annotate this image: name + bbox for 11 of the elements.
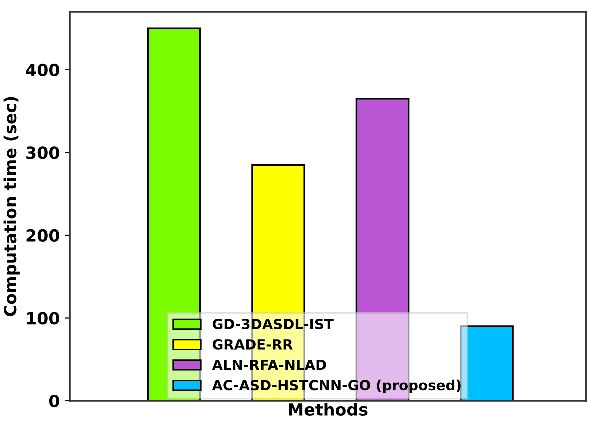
legend-label: AC-ASD-HSTCNN-GO (proposed) (212, 380, 461, 394)
y-axis-title: Computation time (sec) (4, 97, 20, 316)
y-tick-label: 0 (49, 394, 60, 408)
x-axis-title: Methods (289, 403, 368, 416)
y-tick-label: 300 (26, 146, 60, 160)
legend-label: GD-3DASDL-IST (212, 319, 334, 330)
y-tick-label: 100 (27, 312, 60, 325)
legend-label: GRADE-RR (212, 339, 293, 350)
y-tick-label: 200 (26, 229, 60, 242)
legend-label: ALN-RFA-NLAD (212, 360, 326, 370)
y-tick-label: 400 (26, 64, 60, 77)
